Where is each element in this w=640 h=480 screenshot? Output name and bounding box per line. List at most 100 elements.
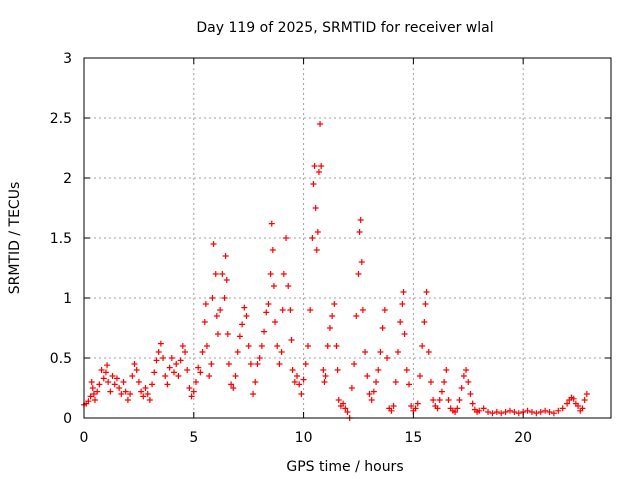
data-point (120, 379, 127, 385)
x-tick-labels: 0 5 10 15 20 (80, 430, 533, 446)
data-point (276, 361, 283, 367)
data-point (124, 397, 131, 403)
data-point (236, 333, 243, 340)
data-point (502, 409, 509, 415)
data-point (480, 405, 487, 412)
data-point (109, 373, 116, 379)
data-point (311, 163, 318, 169)
data-point (225, 361, 232, 367)
data-point (202, 301, 209, 307)
data-point (162, 373, 169, 379)
data-point (458, 385, 465, 391)
data-point (356, 229, 363, 235)
data-point (173, 361, 180, 367)
data-point (142, 385, 149, 391)
data-point (144, 391, 151, 397)
data-point (113, 375, 120, 382)
data-point (224, 331, 231, 337)
data-point (87, 393, 94, 400)
data-point (416, 373, 423, 379)
data-point (146, 397, 153, 403)
data-point (182, 349, 189, 355)
data-point (452, 409, 459, 415)
data-point (331, 301, 338, 307)
data-point (546, 409, 553, 415)
data-point (206, 373, 213, 379)
data-point (320, 367, 327, 373)
data-point (427, 379, 434, 385)
data-point (267, 271, 274, 277)
data-point (362, 349, 369, 355)
data-point (221, 295, 228, 301)
data-point (222, 253, 229, 259)
data-point (219, 271, 226, 277)
data-points (81, 121, 590, 421)
data-point (302, 361, 309, 367)
data-point (583, 391, 590, 397)
data-point (559, 405, 566, 412)
data-point (157, 340, 164, 347)
data-point (256, 355, 263, 361)
data-point (445, 397, 452, 403)
data-point (98, 367, 105, 373)
data-point (153, 357, 160, 364)
data-point (570, 395, 577, 402)
data-point (489, 410, 496, 417)
data-point (201, 319, 208, 325)
data-point (239, 321, 246, 328)
data-point (375, 367, 382, 373)
data-point (268, 220, 275, 227)
data-point (401, 331, 408, 337)
data-point (288, 337, 295, 343)
y-tick-labels: 0 0.5 1 1.5 2 2.5 3 (50, 51, 72, 427)
x-tick-label: 15 (404, 430, 422, 446)
data-point (405, 381, 412, 388)
data-point (135, 379, 142, 385)
data-point (443, 367, 450, 373)
data-point (392, 379, 399, 385)
data-point (192, 379, 199, 385)
data-point (177, 357, 184, 364)
data-point (210, 241, 217, 247)
data-point (291, 379, 298, 385)
data-point (485, 409, 492, 415)
data-point (581, 397, 588, 403)
y-tick-label: 1.5 (50, 231, 72, 247)
data-point (166, 364, 173, 371)
x-tick-label: 20 (514, 430, 532, 446)
data-point (90, 391, 97, 397)
data-point (234, 349, 241, 355)
data-point (379, 325, 386, 331)
data-point (85, 398, 92, 405)
data-point (188, 393, 195, 400)
data-point (293, 373, 300, 379)
data-point (270, 283, 277, 289)
data-point (252, 379, 259, 385)
data-point (476, 407, 483, 414)
data-point (524, 407, 531, 414)
data-point (184, 367, 191, 373)
data-point (280, 271, 287, 277)
data-point (245, 343, 252, 349)
x-tick-label: 10 (295, 430, 313, 446)
data-point (287, 307, 294, 313)
data-point (322, 373, 329, 379)
data-point (425, 349, 432, 355)
data-point (140, 393, 147, 400)
data-point (160, 355, 167, 361)
data-point (151, 369, 158, 376)
data-point (430, 397, 437, 403)
data-point (318, 163, 325, 169)
data-point (199, 349, 206, 355)
data-point (355, 271, 362, 277)
data-point (348, 385, 355, 391)
data-point (168, 355, 175, 361)
data-point (127, 391, 134, 397)
data-point (300, 376, 307, 383)
data-point (528, 409, 535, 415)
data-point (186, 385, 193, 391)
data-point (357, 217, 364, 223)
data-point (129, 373, 136, 379)
data-point (564, 400, 571, 407)
data-point (214, 331, 221, 337)
